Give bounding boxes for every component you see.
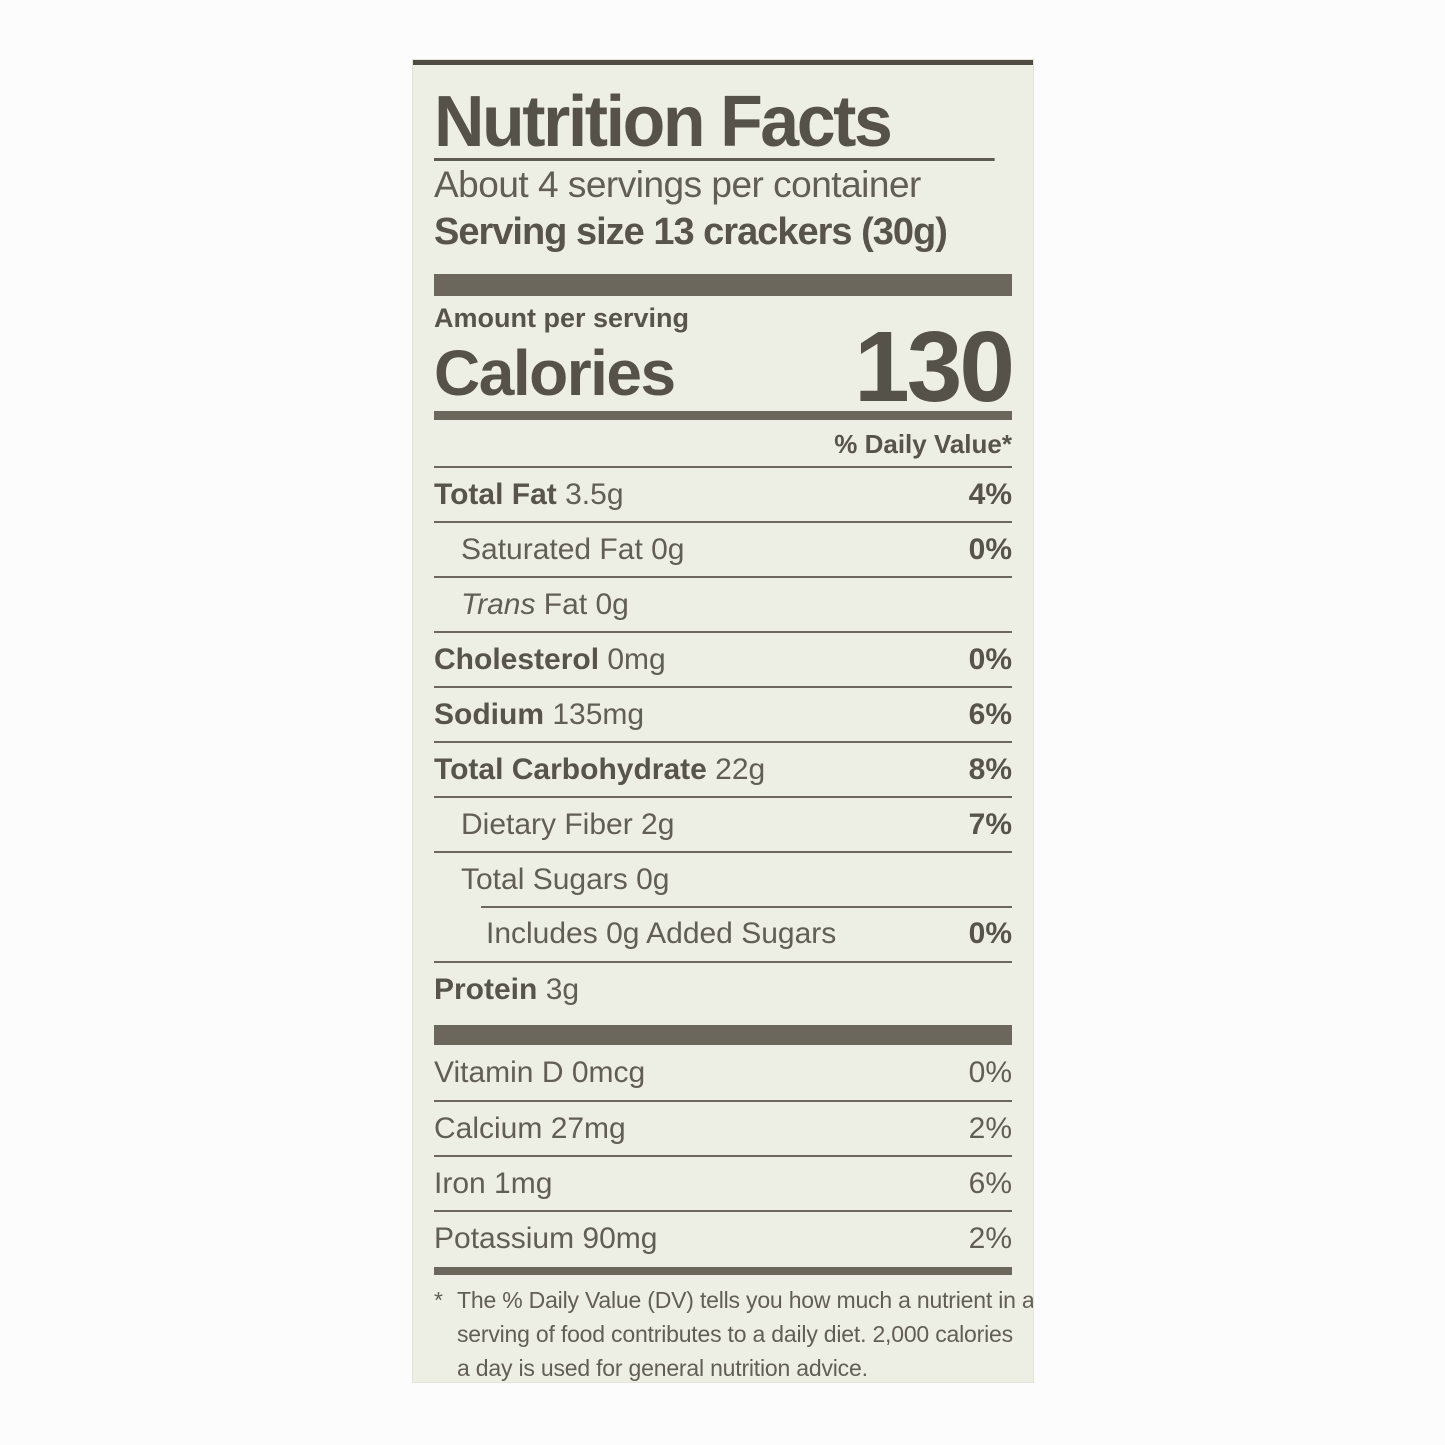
- divider-medium-calories: [434, 411, 1012, 420]
- nutrient-amount: 0g: [642, 532, 685, 566]
- calories-label: Calories: [434, 337, 676, 409]
- nutrient-name: Includes 0g Added Sugars: [486, 916, 837, 950]
- nutrient-percent: 4%: [968, 477, 1012, 511]
- nutrient-percent: 0%: [968, 642, 1012, 676]
- nutrient-percent: 0%: [968, 916, 1012, 950]
- calories-value: 130: [854, 311, 1015, 423]
- nutrient-name: Cholesterol: [434, 642, 600, 676]
- vitamin-percent: 2%: [968, 1221, 1012, 1255]
- nutrition-facts-label: Nutrition Facts About 4 servings per con…: [413, 60, 1033, 1382]
- nutrient-percent: 0%: [968, 532, 1012, 566]
- vitamin-percent: 0%: [968, 1055, 1012, 1089]
- nutrient-row-total-fat: Total Fat 3.5g 4%: [434, 466, 1012, 521]
- label-title: Nutrition Facts: [434, 86, 995, 161]
- nutrient-row-saturated-fat: Saturated Fat 0g 0%: [434, 521, 1012, 576]
- nutrient-name: Dietary Fiber: [461, 807, 633, 841]
- nutrient-row-trans-fat: Trans Fat 0g: [434, 576, 1012, 631]
- nutrient-amount: 3g: [537, 972, 580, 1006]
- nutrient-name: Sodium: [434, 697, 544, 731]
- vitamin-name: Iron 1mg: [434, 1166, 553, 1200]
- nutrient-name: Protein: [434, 972, 538, 1006]
- footnote-line: a day is used for general nutrition advi…: [457, 1355, 868, 1381]
- nutrient-amount: 0g: [627, 862, 670, 896]
- nutrient-amount: 3.5g: [556, 477, 624, 511]
- vitamin-name: Vitamin D 0mcg: [434, 1055, 646, 1089]
- nutrient-percent: 8%: [968, 752, 1012, 786]
- vitamin-row-potassium: Potassium 90mg 2%: [434, 1210, 1012, 1265]
- nutrient-percent: 7%: [968, 807, 1012, 841]
- nutrient-row-added-sugars: Includes 0g Added Sugars 0%: [434, 906, 1012, 961]
- vitamin-name: Potassium 90mg: [434, 1221, 658, 1255]
- nutrient-row-dietary-fiber: Dietary Fiber 2g 7%: [434, 796, 1012, 851]
- serving-size: Serving size 13 crackers (30g): [434, 211, 948, 253]
- vitamin-row-vitamin-d: Vitamin D 0mcg 0%: [434, 1045, 1012, 1100]
- nutrient-amount: 135mg: [544, 697, 645, 731]
- nutrient-row-protein: Protein 3g: [434, 961, 1012, 1016]
- footnote-line: The % Daily Value (DV) tells you how muc…: [457, 1287, 1033, 1313]
- nutrient-name: Total Sugars: [461, 862, 628, 896]
- vitamin-row-iron: Iron 1mg 6%: [434, 1155, 1012, 1210]
- nutrient-row-sodium: Sodium 135mg 6%: [434, 686, 1012, 741]
- footnote: * The % Daily Value (DV) tells you how m…: [434, 1283, 1033, 1382]
- nutrient-percent: 6%: [968, 697, 1012, 731]
- nutrient-row-total-carbohydrate: Total Carbohydrate 22g 8%: [434, 741, 1012, 796]
- nutrient-amount: 0mg: [599, 642, 666, 676]
- nutrient-name: Total Carbohydrate: [434, 752, 707, 786]
- nutrient-name: Total Fat: [434, 477, 557, 511]
- nutrient-row-cholesterol: Cholesterol 0mg 0%: [434, 631, 1012, 686]
- divider-thick-top: [434, 274, 1012, 296]
- calories-row: Calories 130: [434, 317, 1015, 417]
- nutrient-name: Trans: [461, 587, 536, 621]
- footnote-marker: *: [434, 1287, 443, 1313]
- nutrient-amount: Fat 0g: [535, 587, 629, 621]
- nutrient-amount: 2g: [632, 807, 675, 841]
- vitamin-row-calcium: Calcium 27mg 2%: [434, 1100, 1012, 1155]
- divider-medium-footnote: [434, 1267, 1012, 1275]
- amount-per-serving-label: Amount per serving: [434, 303, 690, 333]
- vitamin-name: Calcium 27mg: [434, 1111, 626, 1145]
- vitamin-percent: 2%: [968, 1111, 1012, 1145]
- servings-per-container: About 4 servings per container: [434, 164, 921, 205]
- nutrient-amount: 22g: [706, 752, 766, 786]
- nutrient-row-total-sugars: Total Sugars 0g: [434, 851, 1012, 906]
- footnote-line: serving of food contributes to a daily d…: [457, 1321, 1013, 1347]
- daily-value-header: % Daily Value*: [834, 429, 1012, 459]
- nutrient-name: Saturated Fat: [461, 532, 643, 566]
- divider-thick-vitamins: [434, 1025, 1012, 1045]
- vitamin-percent: 6%: [968, 1166, 1012, 1200]
